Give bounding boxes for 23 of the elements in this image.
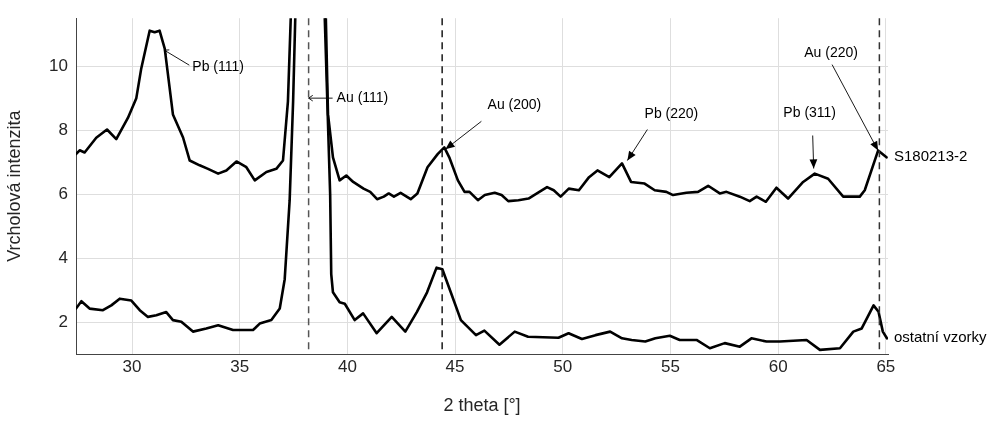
y-tick-label: 6 <box>58 183 68 203</box>
annotation: Au (220) <box>804 44 858 61</box>
series-label: ostatní vzorky <box>894 328 988 346</box>
x-tick-label: 40 <box>337 356 357 376</box>
x-tick-label: 45 <box>445 356 465 376</box>
x-tick-label: 35 <box>230 356 250 376</box>
x-tick-label: 60 <box>768 356 788 376</box>
annotation: Pb (311) <box>783 104 837 121</box>
annotation: Au (111) <box>336 89 389 106</box>
annotation: Au (200) <box>487 96 542 113</box>
x-tick-label: 55 <box>661 356 680 376</box>
annotation: Pb (111) <box>192 58 244 75</box>
annotation: Pb (220) <box>644 105 699 122</box>
x-axis-title: 2 theta [°] <box>443 395 521 416</box>
y-tick-label: 4 <box>58 247 68 267</box>
y-tick-label: 8 <box>58 119 68 139</box>
x-tick-label: 65 <box>876 356 896 376</box>
x-tick-label: 30 <box>122 356 142 376</box>
y-tick-label: 2 <box>58 311 68 331</box>
legend-label: S180213-2 <box>894 147 968 165</box>
x-tick-label: 50 <box>553 356 573 376</box>
y-axis-title: Vrcholová intenzita <box>3 109 24 262</box>
y-tick-label: 10 <box>49 55 68 75</box>
